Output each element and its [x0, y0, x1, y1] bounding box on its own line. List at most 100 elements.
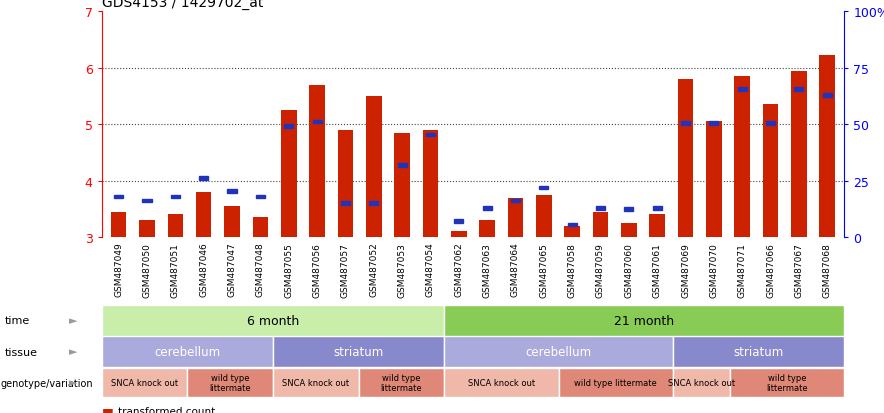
Bar: [454, 220, 463, 223]
Bar: [791, 71, 807, 237]
Bar: [273, 337, 445, 367]
Text: GSM487048: GSM487048: [255, 242, 265, 297]
Bar: [673, 337, 844, 367]
Bar: [313, 120, 322, 124]
Bar: [445, 368, 559, 397]
Bar: [483, 206, 492, 210]
Text: GSM487063: GSM487063: [483, 242, 492, 297]
Text: GSM487064: GSM487064: [511, 242, 520, 297]
Bar: [426, 133, 435, 137]
Bar: [564, 226, 580, 237]
Bar: [281, 111, 296, 237]
Text: GSM487066: GSM487066: [766, 242, 775, 297]
Bar: [359, 368, 445, 397]
Bar: [823, 94, 832, 97]
Bar: [621, 223, 636, 237]
Text: SNCA knock out: SNCA knock out: [282, 378, 349, 387]
Bar: [539, 186, 548, 190]
Bar: [102, 306, 445, 336]
Text: GSM487057: GSM487057: [341, 242, 350, 297]
Text: GSM487047: GSM487047: [227, 242, 237, 297]
Bar: [678, 80, 693, 237]
Bar: [341, 202, 350, 206]
Text: GSM487055: GSM487055: [285, 242, 293, 297]
Bar: [559, 368, 673, 397]
Text: ►: ►: [69, 377, 78, 388]
Text: GSM487059: GSM487059: [596, 242, 605, 297]
Bar: [730, 368, 844, 397]
Bar: [423, 131, 438, 237]
Bar: [253, 218, 268, 237]
Bar: [187, 368, 273, 397]
Bar: [445, 337, 673, 367]
Text: GSM487052: GSM487052: [370, 242, 378, 297]
Bar: [102, 337, 273, 367]
Bar: [255, 195, 265, 199]
Bar: [168, 215, 183, 237]
Bar: [139, 221, 155, 237]
Text: GSM487058: GSM487058: [568, 242, 576, 297]
Text: cerebellum: cerebellum: [155, 345, 220, 358]
Bar: [479, 221, 495, 237]
Bar: [171, 195, 179, 199]
Text: GSM487053: GSM487053: [398, 242, 407, 297]
Bar: [673, 368, 730, 397]
Text: GSM487067: GSM487067: [795, 242, 804, 297]
Bar: [568, 223, 576, 227]
Text: GSM487056: GSM487056: [313, 242, 322, 297]
Bar: [366, 97, 382, 237]
Text: SNCA knock out: SNCA knock out: [468, 378, 535, 387]
Text: GSM487068: GSM487068: [823, 242, 832, 297]
Text: wild type
littermate: wild type littermate: [766, 373, 808, 392]
Text: GSM487070: GSM487070: [709, 242, 719, 297]
Text: GSM487069: GSM487069: [681, 242, 690, 297]
Bar: [652, 206, 662, 210]
Text: SNCA knock out: SNCA knock out: [667, 378, 735, 387]
Text: striatum: striatum: [333, 345, 384, 358]
Text: GSM487050: GSM487050: [142, 242, 151, 297]
Bar: [110, 212, 126, 237]
Text: ■: ■: [102, 412, 113, 413]
Text: ■: ■: [102, 405, 113, 413]
Bar: [370, 202, 378, 206]
Text: tissue: tissue: [4, 347, 37, 357]
Bar: [737, 88, 747, 92]
Bar: [592, 212, 608, 237]
Bar: [735, 77, 750, 237]
Bar: [102, 368, 187, 397]
Bar: [766, 122, 775, 126]
Bar: [681, 122, 690, 126]
Bar: [199, 177, 209, 180]
Bar: [763, 105, 778, 237]
Text: striatum: striatum: [734, 345, 783, 358]
Bar: [227, 190, 237, 193]
Text: transformed count: transformed count: [118, 406, 215, 413]
Text: GSM487046: GSM487046: [199, 242, 209, 297]
Text: GDS4153 / 1429702_at: GDS4153 / 1429702_at: [102, 0, 263, 10]
Text: 21 month: 21 month: [614, 314, 674, 327]
Bar: [114, 195, 123, 199]
Bar: [273, 368, 359, 397]
Text: GSM487054: GSM487054: [426, 242, 435, 297]
Bar: [284, 125, 293, 128]
Text: GSM487049: GSM487049: [114, 242, 123, 297]
Bar: [536, 195, 552, 237]
Text: genotype/variation: genotype/variation: [1, 377, 94, 388]
Text: ►: ►: [69, 347, 78, 357]
Bar: [511, 199, 520, 203]
Bar: [709, 122, 719, 126]
Bar: [142, 199, 151, 203]
Bar: [795, 88, 804, 92]
Bar: [624, 207, 633, 211]
Text: wild type
littermate: wild type littermate: [381, 373, 423, 392]
Text: GSM487060: GSM487060: [624, 242, 633, 297]
Text: SNCA knock out: SNCA knock out: [110, 378, 178, 387]
Text: 6 month: 6 month: [247, 314, 299, 327]
Bar: [309, 85, 324, 237]
Text: wild type littermate: wild type littermate: [575, 378, 657, 387]
Bar: [196, 192, 211, 237]
Bar: [338, 131, 354, 237]
Bar: [398, 164, 407, 167]
Bar: [445, 306, 844, 336]
Bar: [596, 206, 605, 210]
